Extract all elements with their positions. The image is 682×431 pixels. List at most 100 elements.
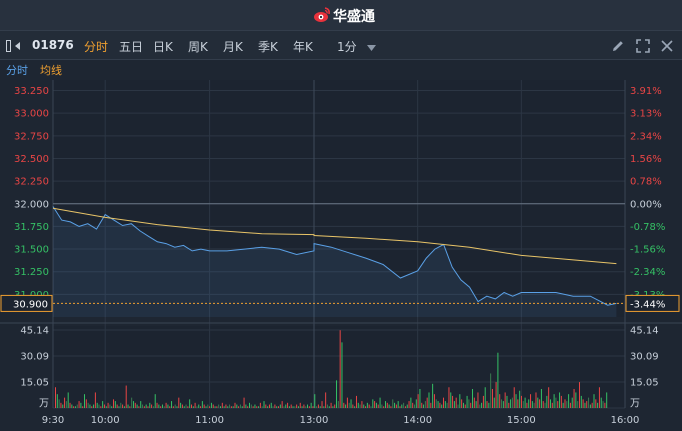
app-logo-icon	[314, 7, 330, 22]
volume-bar	[374, 401, 376, 408]
tab-yearly-k[interactable]: 年K	[293, 40, 313, 54]
tab-daily-k[interactable]: 日K	[153, 40, 173, 54]
volume-bar	[365, 406, 367, 408]
volume-bar	[58, 399, 60, 408]
volume-bar	[183, 406, 185, 408]
volume-tick-label: 45.14	[20, 326, 49, 337]
percent-axis-labels: 3.91% 3.13% 2.34% 1.56% 0.78% 0.00% -0.78% -1.5…	[630, 86, 665, 301]
volume-bar	[307, 404, 309, 408]
volume-bar	[207, 404, 209, 408]
volume-bar	[102, 401, 104, 408]
volume-bar	[301, 406, 303, 408]
app-title: 华盛通	[333, 9, 375, 25]
volume-bar	[414, 404, 415, 408]
volume-bar	[256, 406, 258, 408]
volume-bar	[506, 395, 508, 408]
volume-bar	[169, 406, 171, 408]
volume-axis-labels: 45.14 45.14 30.09 30.09 15.05 15.05 万 万	[20, 326, 658, 410]
volume-bar	[588, 397, 590, 408]
volume-bar	[189, 399, 191, 408]
volume-bar	[520, 395, 522, 408]
volume-bar	[210, 402, 212, 408]
volume-tick-label: 万	[39, 399, 49, 410]
volume-bar	[259, 402, 261, 408]
volume-bar	[448, 387, 450, 408]
volume-bar	[337, 401, 339, 408]
volume-bar	[336, 380, 338, 408]
volume-bar	[517, 399, 519, 408]
volume-bar	[111, 406, 113, 408]
volume-bar	[219, 406, 221, 408]
percent-tick-label: 2.34%	[630, 131, 662, 142]
pencil-icon[interactable]	[611, 39, 625, 53]
volume-bar	[296, 404, 298, 408]
volume-bar	[464, 404, 466, 408]
close-icon[interactable]	[660, 39, 674, 53]
volume-bar	[493, 397, 495, 408]
volume-bar	[109, 404, 111, 408]
volume-bar	[89, 404, 91, 408]
subtab-moving-average[interactable]: 均线	[40, 64, 62, 77]
volume-bar	[343, 402, 345, 408]
volume-bar	[345, 404, 347, 408]
volume-bar	[446, 402, 448, 408]
volume-bar	[71, 404, 73, 408]
volume-bar	[479, 404, 481, 408]
tab-weekly-k[interactable]: 周K	[188, 40, 208, 54]
volume-bar	[598, 387, 600, 408]
volume-bar	[285, 404, 287, 408]
volume-bar	[568, 394, 570, 408]
volume-bar	[274, 404, 276, 408]
volume-bar	[417, 394, 419, 408]
interval-select[interactable]: 1分	[337, 38, 377, 55]
volume-bar	[180, 402, 182, 408]
current-pct-value: -3.44%	[630, 299, 665, 310]
volume-bar	[69, 402, 71, 408]
volume-bar	[181, 404, 183, 408]
volume-bar	[604, 402, 606, 408]
tab-five-day[interactable]: 五日	[119, 40, 144, 54]
volume-bar	[132, 401, 134, 408]
volume-bar	[152, 406, 154, 408]
fullscreen-icon[interactable]	[636, 39, 650, 53]
price-line	[52, 206, 617, 306]
collapse-panel-icon[interactable]	[6, 40, 24, 52]
volume-bar	[151, 404, 153, 408]
volume-bar	[577, 401, 579, 408]
subtab-intraday[interactable]: 分时	[6, 64, 28, 77]
volume-bar	[263, 401, 265, 408]
volume-bar	[218, 404, 220, 408]
volume-bar	[557, 401, 559, 408]
volume-bar	[142, 404, 144, 408]
volume-bar	[138, 406, 140, 408]
volume-bar	[433, 394, 435, 408]
volume-bar	[297, 406, 299, 408]
volume-bar	[73, 406, 75, 408]
volume-bar	[261, 406, 263, 408]
volume-bar	[100, 406, 102, 408]
volume-bar	[105, 406, 107, 408]
volume-bar	[354, 406, 356, 408]
volume-bar	[281, 401, 283, 408]
volume-bar	[67, 392, 69, 408]
volume-bar	[230, 406, 232, 408]
volume-bar	[243, 397, 245, 408]
volume-bar	[348, 402, 350, 408]
volume-bar	[548, 387, 550, 408]
volume-bar	[258, 406, 260, 408]
volume-bar	[196, 406, 198, 408]
tab-intraday[interactable]: 分时	[84, 40, 109, 54]
volume-bar	[123, 406, 125, 408]
volume-bar	[589, 404, 591, 408]
volume-bar	[384, 401, 386, 408]
tab-quarterly-k[interactable]: 季K	[258, 40, 278, 54]
percent-tick-label: -0.78%	[630, 222, 665, 233]
volume-bar	[488, 402, 490, 408]
volume-bar	[198, 404, 200, 408]
average-line	[52, 207, 617, 265]
stock-code: 01876	[32, 38, 74, 52]
volume-bar	[553, 394, 555, 408]
tab-monthly-k[interactable]: 月K	[223, 40, 243, 54]
volume-bar	[94, 392, 96, 408]
volume-bar	[118, 406, 120, 408]
